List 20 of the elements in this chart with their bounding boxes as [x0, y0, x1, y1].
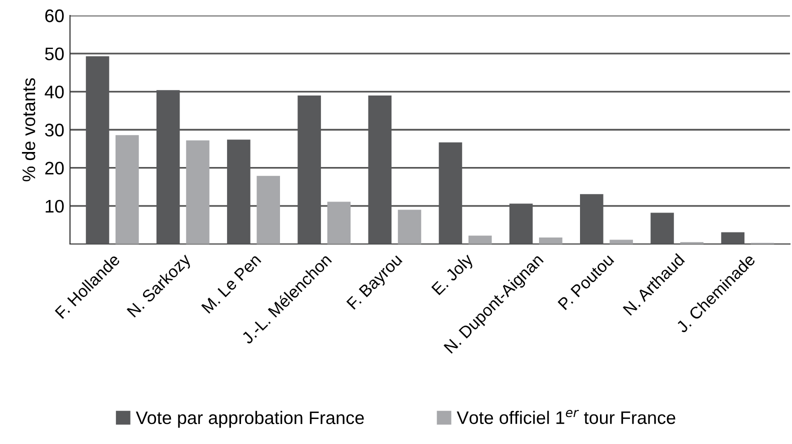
y-tick-label: 30: [45, 124, 64, 136]
y-axis-title: % de votants: [22, 78, 36, 182]
legend-label: Vote officiel 1$^{er}$ tour France: [456, 410, 676, 424]
bar: [186, 140, 210, 244]
y-tick-label: 50: [45, 48, 64, 60]
bar: [539, 238, 562, 244]
legend-label: Vote par approbation France: [136, 410, 364, 428]
bar: [610, 240, 633, 244]
x-tick-label: M. Le Pen: [201, 254, 262, 314]
bar: [721, 232, 744, 244]
y-tick-label: 40: [44, 86, 64, 98]
y-tick-label: 20: [45, 162, 64, 175]
bar: [650, 212, 674, 244]
bar: [468, 236, 492, 244]
bar: [398, 210, 422, 244]
y-tick-label: 60: [45, 9, 64, 22]
bar: [116, 135, 139, 244]
bar: [256, 176, 280, 244]
bar: [327, 202, 351, 244]
y-tick-label: 10: [46, 200, 64, 213]
